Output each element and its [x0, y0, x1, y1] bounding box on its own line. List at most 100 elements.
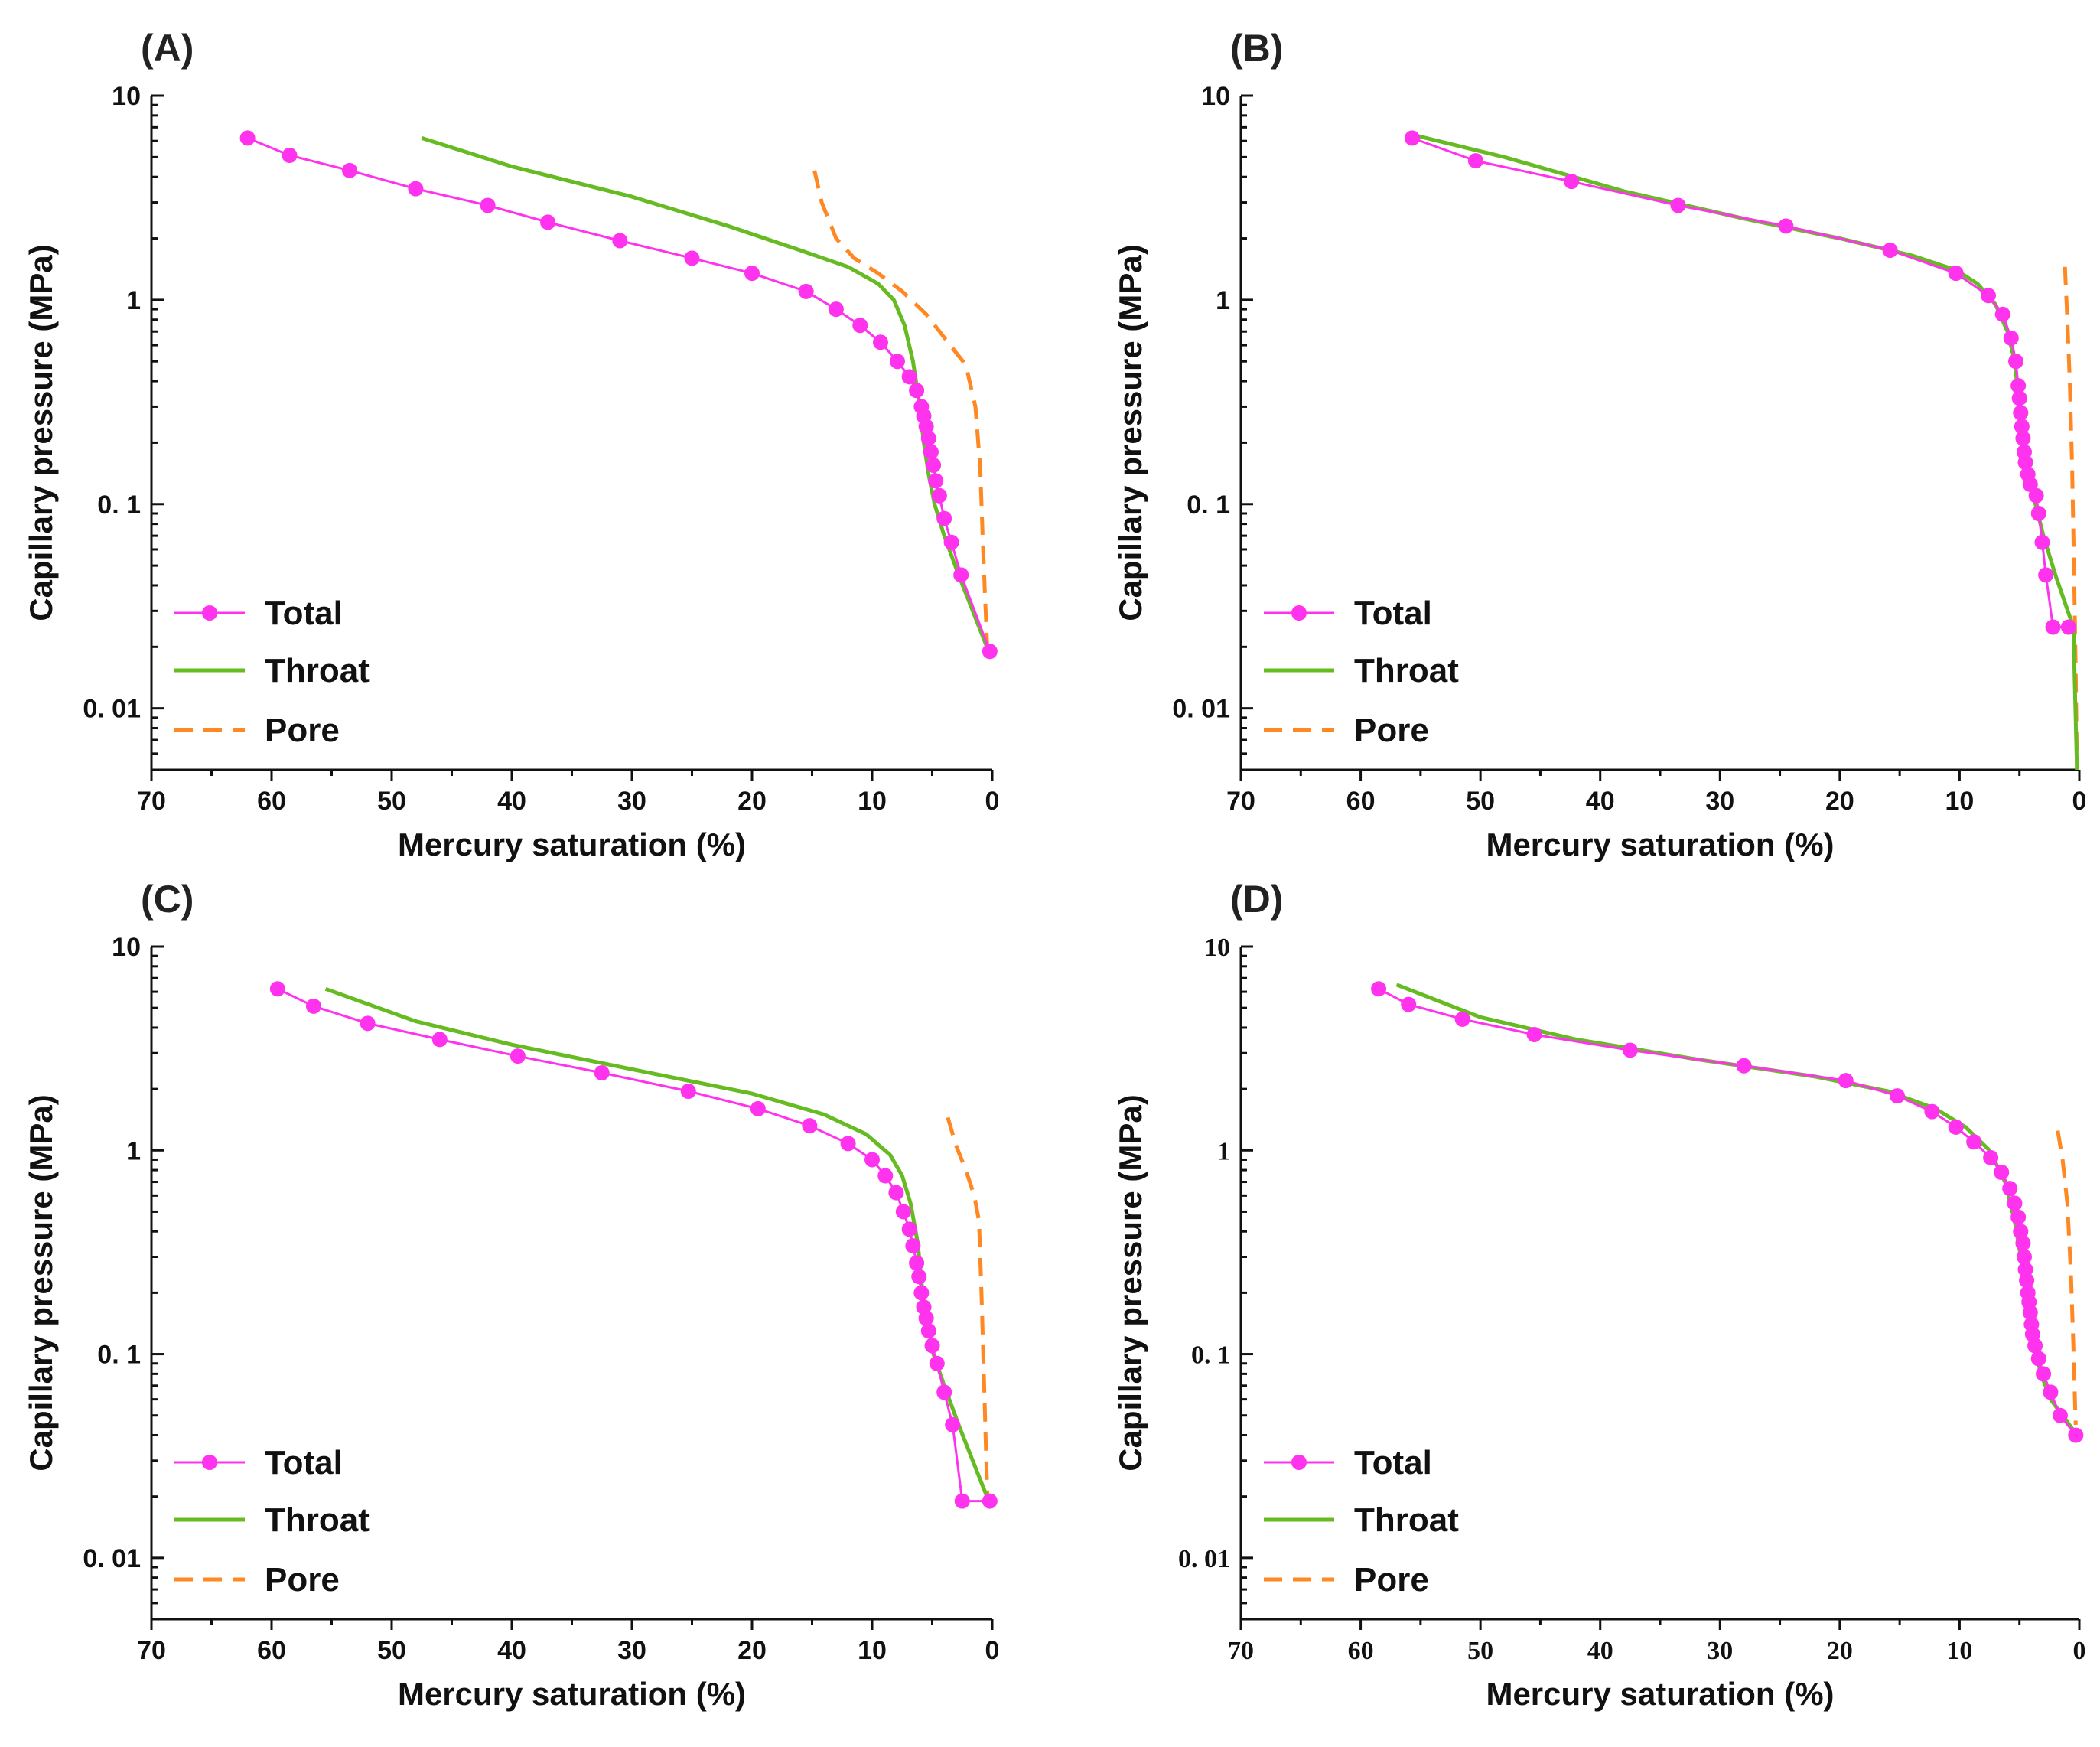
total-data-point	[510, 1048, 526, 1064]
x-tick-label: 40	[497, 787, 526, 816]
total-data-point	[1994, 1165, 2010, 1181]
total-data-point	[909, 1255, 925, 1271]
throat-series-line	[324, 986, 991, 1502]
total-data-point	[929, 1355, 945, 1371]
y-tick-label: 10	[1201, 82, 1230, 111]
y-tick-label: 1	[126, 286, 141, 315]
legend-label-pore: Pore	[265, 712, 340, 749]
plot-area	[269, 981, 998, 1509]
total-data-point	[2043, 1384, 2059, 1400]
plot-area	[1371, 981, 2084, 1443]
y-tick-label: 10	[112, 933, 141, 962]
total-data-point	[909, 383, 925, 399]
total-data-point	[1622, 1042, 1638, 1058]
total-data-point	[239, 130, 256, 146]
x-tick-label: 60	[257, 1636, 286, 1665]
legend: Total Throat Pore	[1264, 595, 1459, 749]
total-data-point	[945, 1416, 961, 1432]
legend-label-total: Total	[265, 1444, 343, 1481]
total-data-point	[1994, 306, 2010, 322]
total-data-point	[1467, 153, 1483, 169]
legend: Total Throat Pore	[174, 1444, 370, 1599]
total-data-point	[920, 430, 936, 446]
y-tick-label: 1	[1216, 286, 1230, 315]
total-data-point	[680, 1084, 696, 1100]
total-data-point	[905, 1238, 921, 1254]
y-tick-label: 1	[126, 1136, 141, 1165]
y-tick-label: 1	[1217, 1137, 1230, 1165]
total-data-point	[2030, 505, 2046, 521]
total-data-point	[305, 998, 321, 1014]
legend-label-throat: Throat	[265, 652, 370, 689]
x-tick-label: 0	[2073, 1637, 2086, 1665]
x-tick-label: 50	[377, 1636, 406, 1665]
x-tick-label: 40	[1586, 787, 1615, 816]
total-data-point	[2068, 1427, 2084, 1443]
total-data-point	[888, 1185, 904, 1201]
total-data-point	[480, 197, 496, 213]
total-data-point	[2002, 1181, 2018, 1197]
total-data-point	[1981, 288, 1997, 304]
total-data-point	[2022, 476, 2038, 492]
total-data-point	[1882, 243, 1898, 259]
total-data-point	[924, 1338, 940, 1354]
x-tick-label: 50	[1466, 787, 1495, 816]
y-axis-title: Capillary pressure (MPa)	[23, 1094, 59, 1472]
panel-label: (C)	[141, 878, 194, 921]
x-tick-label: 30	[617, 787, 646, 816]
total-data-point	[2027, 1338, 2043, 1354]
x-tick-label: 60	[1348, 1637, 1374, 1665]
panel-label: (D)	[1230, 878, 1283, 921]
pore-series-line	[2056, 1130, 2078, 1425]
total-data-point	[872, 334, 888, 350]
total-data-point	[928, 473, 944, 489]
pore-series-line	[812, 170, 990, 652]
total-data-point	[2022, 1305, 2038, 1321]
total-data-point	[2007, 1195, 2023, 1211]
total-series-line	[247, 137, 991, 652]
total-data-point	[2003, 330, 2019, 346]
total-data-point	[2017, 455, 2033, 471]
total-data-point	[2034, 534, 2050, 550]
x-tick-label: 20	[737, 787, 767, 816]
y-axis-title: Capillary pressure (MPa)	[23, 244, 59, 621]
x-tick-label: 40	[497, 1636, 526, 1665]
total-data-point	[1401, 996, 1417, 1012]
legend: Total Throat Pore	[1264, 1444, 1459, 1599]
total-series-line	[277, 987, 990, 1503]
total-data-point	[360, 1015, 376, 1032]
x-tick-label: 0	[985, 1636, 1000, 1665]
total-data-point	[954, 1493, 970, 1509]
legend-label-throat: Throat	[1354, 1501, 1459, 1539]
total-series-line	[1411, 136, 2069, 628]
total-data-point	[282, 148, 298, 164]
total-data-point	[923, 444, 939, 460]
total-data-point	[269, 981, 285, 997]
total-data-point	[913, 1285, 930, 1301]
y-tick-label: 0. 1	[97, 491, 141, 520]
total-data-point	[1983, 1149, 1999, 1165]
total-data-point	[1454, 1011, 1470, 1027]
x-tick-label: 50	[377, 787, 406, 816]
y-tick-label: 0. 01	[83, 1544, 141, 1573]
x-tick-label: 20	[1825, 787, 1854, 816]
total-data-point	[2060, 619, 2076, 635]
plot-area	[1404, 130, 2079, 771]
total-data-point	[1890, 1088, 1906, 1104]
x-tick-label: 70	[137, 1636, 166, 1665]
x-axis-title: Mercury saturation (%)	[398, 1676, 746, 1712]
total-data-point	[2011, 390, 2027, 406]
x-tick-label: 60	[257, 787, 286, 816]
total-data-point	[2038, 567, 2054, 583]
total-data-point	[926, 457, 942, 473]
total-data-point	[1736, 1058, 1752, 1074]
x-tick-label: 10	[858, 787, 887, 816]
total-data-point	[431, 1032, 448, 1048]
x-tick-label: 10	[1945, 787, 1975, 816]
x-tick-label: 30	[1707, 1637, 1733, 1665]
x-tick-label: 30	[1705, 787, 1734, 816]
y-tick-label: 0. 1	[1187, 491, 1230, 520]
x-tick-label: 20	[737, 1636, 767, 1665]
